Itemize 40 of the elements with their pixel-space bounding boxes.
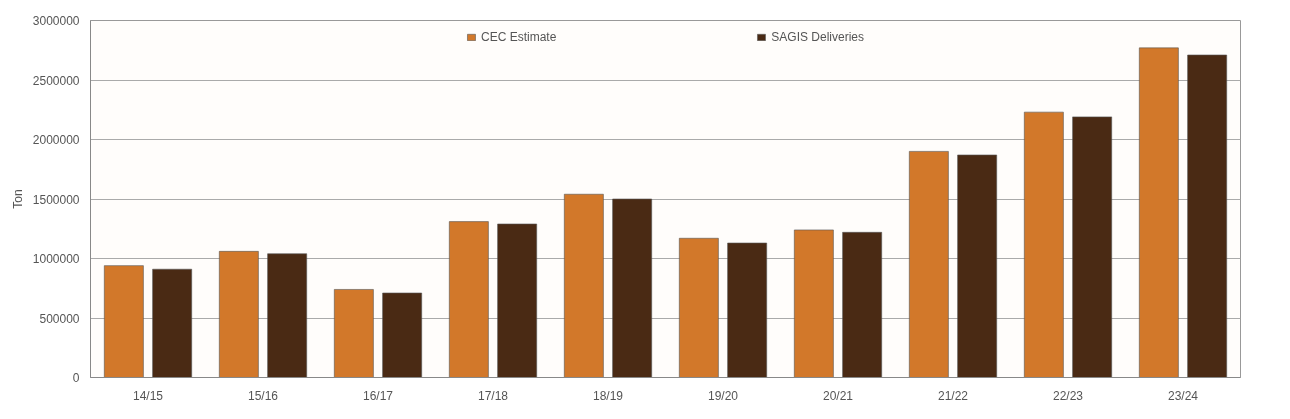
y-tick-label: 1500000	[32, 192, 80, 207]
bar	[104, 265, 144, 378]
bar	[842, 232, 882, 378]
x-tick-label: 16/17	[362, 388, 394, 403]
x-tick-label: 23/24	[1167, 388, 1199, 403]
y-tick-label: 1000000	[32, 252, 80, 266]
x-tick-label: 19/20	[707, 388, 739, 403]
x-tick-label: 14/15	[132, 388, 164, 403]
bar	[152, 268, 192, 378]
bar	[794, 229, 834, 378]
y-axis-title: Ton	[10, 189, 25, 209]
bar	[497, 223, 537, 378]
bar	[334, 289, 374, 378]
x-tick-label: 15/16	[247, 388, 279, 403]
bar	[449, 221, 489, 378]
y-tick-label: 500000	[39, 311, 80, 326]
bar	[1024, 111, 1064, 378]
bar	[909, 151, 949, 378]
bar	[679, 237, 719, 378]
x-tick-label: 17/18	[477, 388, 509, 403]
legend-label: SAGIS Deliveries	[771, 30, 865, 44]
bar	[727, 242, 767, 378]
y-tick-label: 3000000	[32, 14, 80, 28]
bar	[219, 251, 259, 378]
bar	[612, 198, 652, 378]
bar	[267, 253, 307, 378]
bar	[1072, 116, 1112, 378]
bar	[1139, 47, 1179, 378]
x-tick-label: 21/22	[937, 388, 969, 403]
legend-label: CEC Estimate	[480, 30, 557, 44]
x-tick-label: 18/19	[592, 388, 624, 403]
y-tick-label: 2500000	[32, 73, 80, 88]
y-tick-label: 0	[72, 371, 80, 385]
x-tick-label: 22/23	[1052, 388, 1084, 403]
bar	[382, 292, 422, 378]
bar	[1187, 54, 1227, 378]
bar	[957, 154, 997, 378]
x-tick-label: 20/21	[822, 388, 854, 403]
y-tick-label: 2000000	[32, 133, 80, 147]
bar	[564, 193, 604, 378]
